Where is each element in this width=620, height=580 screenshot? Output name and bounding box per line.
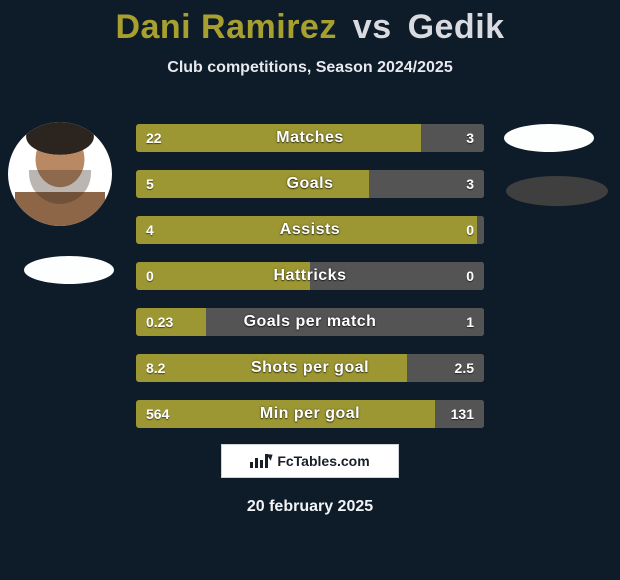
stat-row: 53Goals bbox=[136, 170, 484, 198]
stat-row: 8.22.5Shots per goal bbox=[136, 354, 484, 382]
title-vs: vs bbox=[353, 8, 392, 46]
subtitle: Club competitions, Season 2024/2025 bbox=[0, 59, 620, 77]
brand-label: FcTables.com bbox=[250, 453, 369, 469]
brand-chart-icon bbox=[250, 454, 268, 468]
player2-club-badge-2 bbox=[506, 176, 608, 206]
stat-bar-p2-segment bbox=[477, 216, 484, 244]
stat-bar-p2-segment bbox=[369, 170, 484, 198]
stat-row: 564131Min per goal bbox=[136, 400, 484, 428]
stat-bar-p2-segment bbox=[421, 124, 484, 152]
stat-row: 00Hattricks bbox=[136, 262, 484, 290]
stats-bar-chart: 223Matches53Goals40Assists00Hattricks0.2… bbox=[136, 124, 484, 428]
stat-bar-p2-segment bbox=[435, 400, 484, 428]
stat-value-p1: 8.2 bbox=[136, 354, 175, 382]
stat-row: 0.231Goals per match bbox=[136, 308, 484, 336]
title-player2: Gedik bbox=[408, 8, 505, 46]
stat-value-p1: 564 bbox=[136, 400, 179, 428]
date-label: 20 february 2025 bbox=[0, 498, 620, 516]
stat-value-p1: 5 bbox=[136, 170, 164, 198]
brand-text: FcTables.com bbox=[277, 453, 369, 469]
title-player1: Dani Ramirez bbox=[115, 8, 336, 46]
stat-value-p1: 4 bbox=[136, 216, 164, 244]
stat-value-p1: 22 bbox=[136, 124, 172, 152]
player1-club-badge bbox=[24, 256, 114, 284]
stat-value-p1: 0.23 bbox=[136, 308, 183, 336]
brand-box: FcTables.com bbox=[221, 444, 399, 478]
stat-label: Min per goal bbox=[136, 400, 484, 428]
stat-label: Assists bbox=[136, 216, 484, 244]
stat-row: 223Matches bbox=[136, 124, 484, 152]
stat-value-p1: 0 bbox=[136, 262, 164, 290]
stat-bar-p2-segment bbox=[407, 354, 484, 382]
player1-avatar bbox=[8, 122, 112, 226]
stat-row: 40Assists bbox=[136, 216, 484, 244]
stat-bar-p2-segment bbox=[310, 262, 484, 290]
page-title: Dani Ramirez vs Gedik bbox=[0, 0, 620, 47]
stat-bar-p2-segment bbox=[206, 308, 484, 336]
player2-club-badge-1 bbox=[504, 124, 594, 152]
avatar-face-icon bbox=[15, 122, 105, 226]
